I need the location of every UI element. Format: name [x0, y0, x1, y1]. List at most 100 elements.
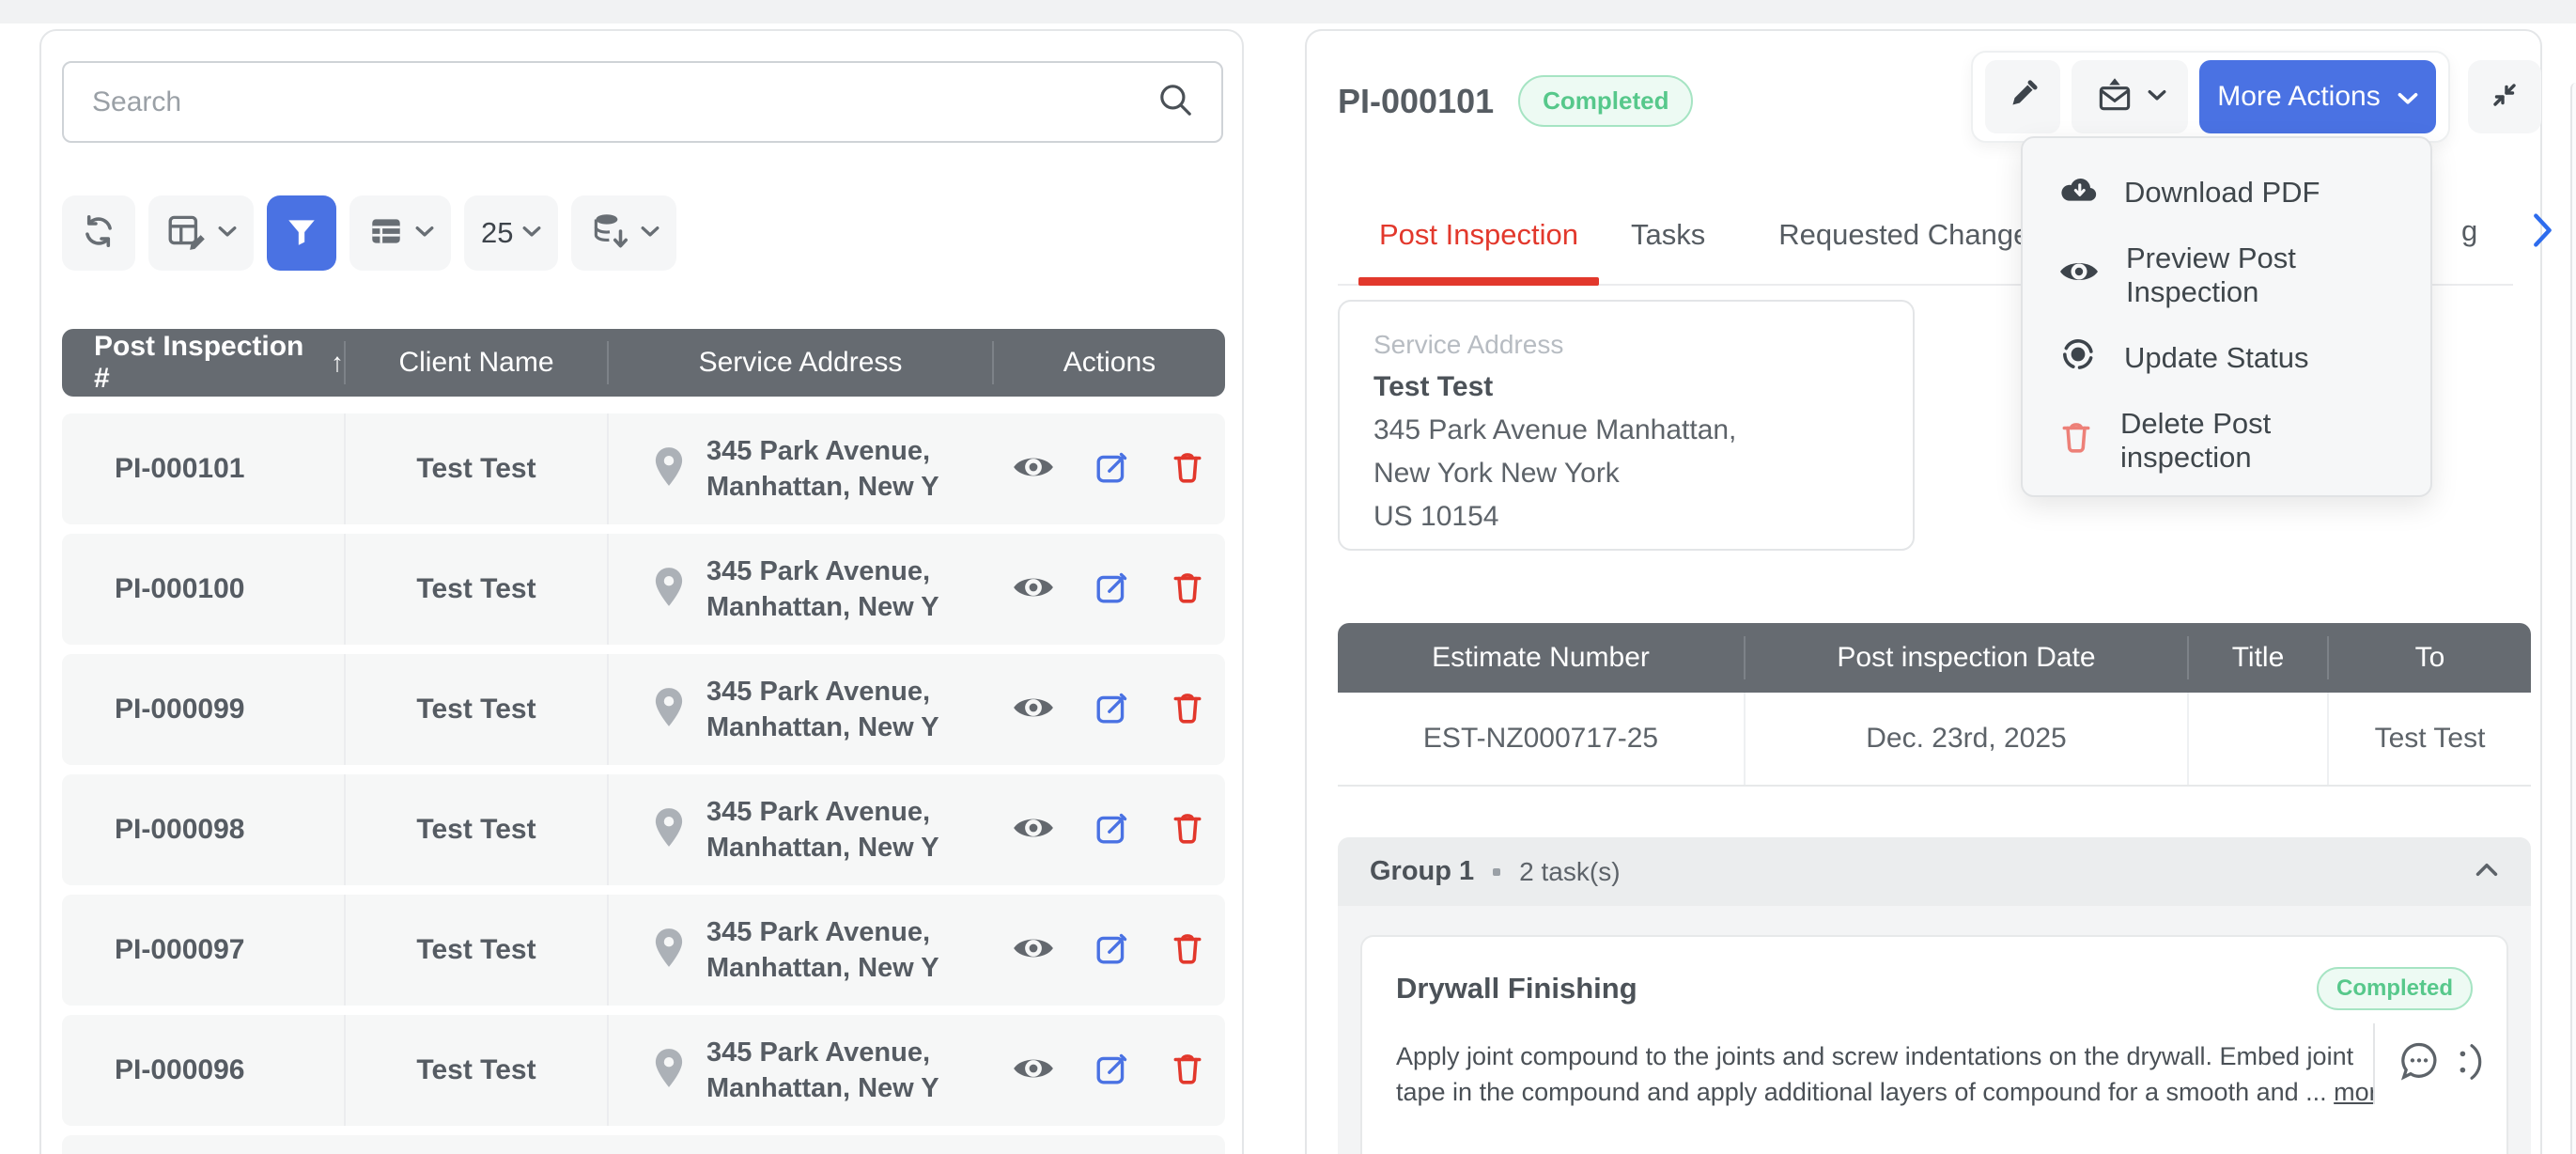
table-row[interactable]: PI-000101 Test Test 345 Park Avenue, Man… — [62, 413, 1225, 524]
chevron-right-icon — [2533, 213, 2553, 252]
address-text: 345 Park Avenue, Manhattan, New Y — [706, 797, 939, 863]
page-size-value: 25 — [481, 216, 514, 249]
menu-item-download-pdf[interactable]: Download PDF — [2023, 151, 2430, 234]
trash-icon[interactable] — [1170, 810, 1205, 850]
edit-icon[interactable] — [1094, 1051, 1130, 1091]
edit-icon[interactable] — [1094, 690, 1130, 730]
edit-icon[interactable] — [1094, 569, 1130, 610]
collapse-panel-button[interactable] — [2468, 60, 2541, 133]
menu-item-preview-post-inspection[interactable]: Preview Post Inspection — [2023, 234, 2430, 317]
edit-columns-button[interactable] — [148, 195, 254, 271]
edit-button[interactable] — [1985, 60, 2060, 133]
cell-client-name: Test Test — [344, 654, 607, 765]
cell-actions — [992, 895, 1225, 1006]
view-icon[interactable] — [1012, 571, 1055, 608]
table-columns-icon — [366, 211, 406, 256]
trash-icon[interactable] — [1170, 449, 1205, 490]
service-address-card: Service Address Test Test 345 Park Avenu… — [1338, 300, 1915, 551]
cell-client-name: Test Test — [344, 1015, 607, 1126]
cell-post-inspection-number: PI-000099 — [115, 694, 245, 725]
column-header-title: Title — [2187, 636, 2327, 679]
page-title: PI-000101 — [1338, 81, 1495, 120]
table-view-button[interactable] — [349, 195, 451, 271]
column-header-post-inspection[interactable]: Post Inspection # ↑ — [94, 331, 344, 394]
cell-actions — [992, 774, 1225, 885]
smiley-partial-icon[interactable] — [2458, 1039, 2484, 1089]
status-icon — [2058, 335, 2098, 382]
tab-requested-changes[interactable]: Requested Changes — [1778, 218, 2044, 251]
tabs-scroll-right-button[interactable] — [2533, 212, 2553, 253]
cell-to: Test Test — [2327, 693, 2531, 785]
cell-title — [2187, 693, 2327, 785]
chevron-down-icon — [641, 225, 660, 242]
refresh-button[interactable] — [62, 195, 135, 271]
cell-post-inspection-number: PI-000096 — [115, 1054, 245, 1085]
column-header-estimate-number: Estimate Number — [1432, 642, 1650, 673]
table-toolbar: 25 — [62, 195, 677, 271]
tab-post-inspection[interactable]: Post Inspection — [1358, 186, 1599, 286]
view-icon[interactable] — [1012, 692, 1055, 728]
sort-ascending-icon[interactable]: ↑ — [331, 348, 344, 377]
cell-service-address: 345 Park Avenue, Manhattan, New Y — [607, 1015, 992, 1126]
service-address-name: Test Test — [1373, 371, 1494, 402]
task-description: Apply joint compound to the joints and s… — [1396, 1038, 2373, 1110]
view-icon[interactable] — [1012, 812, 1055, 849]
filter-button[interactable] — [267, 195, 336, 271]
task-card: Drywall Finishing Completed Apply joint … — [1360, 935, 2508, 1154]
table-row[interactable]: PI-000096 Test Test 345 Park Avenue, Man… — [62, 1015, 1225, 1126]
edit-icon[interactable] — [1094, 930, 1130, 971]
cell-actions — [992, 1015, 1225, 1126]
map-pin-icon — [652, 566, 686, 614]
table-row[interactable]: PI-000099 Test Test 345 Park Avenue, Man… — [62, 654, 1225, 765]
chevron-down-icon — [2148, 88, 2166, 106]
view-icon[interactable] — [1012, 1053, 1055, 1089]
trash-icon[interactable] — [1170, 690, 1205, 730]
table-header: Post Inspection # ↑ Client Name Service … — [62, 329, 1225, 397]
page-size-select[interactable]: 25 — [464, 195, 559, 271]
cell-service-address: 345 Park Avenue, Manhattan, New Y — [607, 654, 992, 765]
cell-service-address: 345 Park Avenue, Manhattan, New Y — [607, 413, 992, 524]
trash-icon — [2058, 419, 2094, 462]
view-icon[interactable] — [1012, 932, 1055, 969]
tab-tasks[interactable]: Tasks — [1630, 218, 1706, 251]
chevron-up-icon[interactable] — [2475, 862, 2499, 882]
task-group-header[interactable]: Group 1 2 task(s) — [1338, 837, 2531, 906]
column-header-client-name[interactable]: Client Name — [344, 341, 607, 384]
cell-client-name: Test Test — [344, 774, 607, 885]
table-row-partial — [62, 1135, 1225, 1154]
sort-data-button[interactable] — [571, 195, 677, 271]
trash-icon[interactable] — [1170, 930, 1205, 971]
trash-icon[interactable] — [1170, 1051, 1205, 1091]
search-box — [62, 61, 1223, 143]
edit-icon[interactable] — [1094, 810, 1130, 850]
tab-partial[interactable]: g — [2461, 214, 2478, 247]
trash-icon[interactable] — [1170, 569, 1205, 610]
cell-post-inspection-date: Dec. 23rd, 2025 — [1744, 693, 2187, 785]
cell-service-address: 345 Park Avenue, Manhattan, New Y — [607, 534, 992, 645]
send-email-button[interactable] — [2072, 60, 2188, 133]
task-status-badge: Completed — [2316, 967, 2473, 1010]
column-header-to: To — [2327, 636, 2531, 679]
cell-estimate-number: EST-NZ000717-25 — [1422, 723, 1659, 754]
menu-item-update-status[interactable]: Update Status — [2023, 317, 2430, 399]
task-side-actions — [2373, 1023, 2484, 1104]
edit-icon[interactable] — [1094, 449, 1130, 490]
menu-item-delete-post-inspection[interactable]: Delete Post inspection — [2023, 399, 2430, 482]
search-input[interactable] — [64, 86, 1156, 118]
more-link[interactable]: more — [2334, 1078, 2373, 1106]
cell-post-inspection-number: PI-000098 — [115, 814, 245, 845]
table-row[interactable]: PI-000098 Test Test 345 Park Avenue, Man… — [62, 774, 1225, 885]
map-pin-icon — [652, 927, 686, 975]
view-icon[interactable] — [1012, 451, 1055, 488]
post-inspection-list-panel: 25 — [39, 29, 1244, 1154]
chevron-down-icon — [2398, 81, 2418, 113]
detail-header: PI-000101 Completed — [1338, 75, 1694, 127]
column-header-service-address[interactable]: Service Address — [607, 341, 992, 384]
estimate-table-row[interactable]: EST-NZ000717-25 Dec. 23rd, 2025 Test Tes… — [1338, 693, 2531, 787]
more-actions-button[interactable]: More Actions — [2199, 60, 2436, 133]
comment-bubble-icon[interactable] — [2396, 1038, 2443, 1090]
table-row[interactable]: PI-000097 Test Test 345 Park Avenue, Man… — [62, 895, 1225, 1006]
table-row[interactable]: PI-000100 Test Test 345 Park Avenue, Man… — [62, 534, 1225, 645]
address-text: 345 Park Avenue, Manhattan, New Y — [706, 677, 939, 742]
refresh-icon — [79, 211, 118, 256]
